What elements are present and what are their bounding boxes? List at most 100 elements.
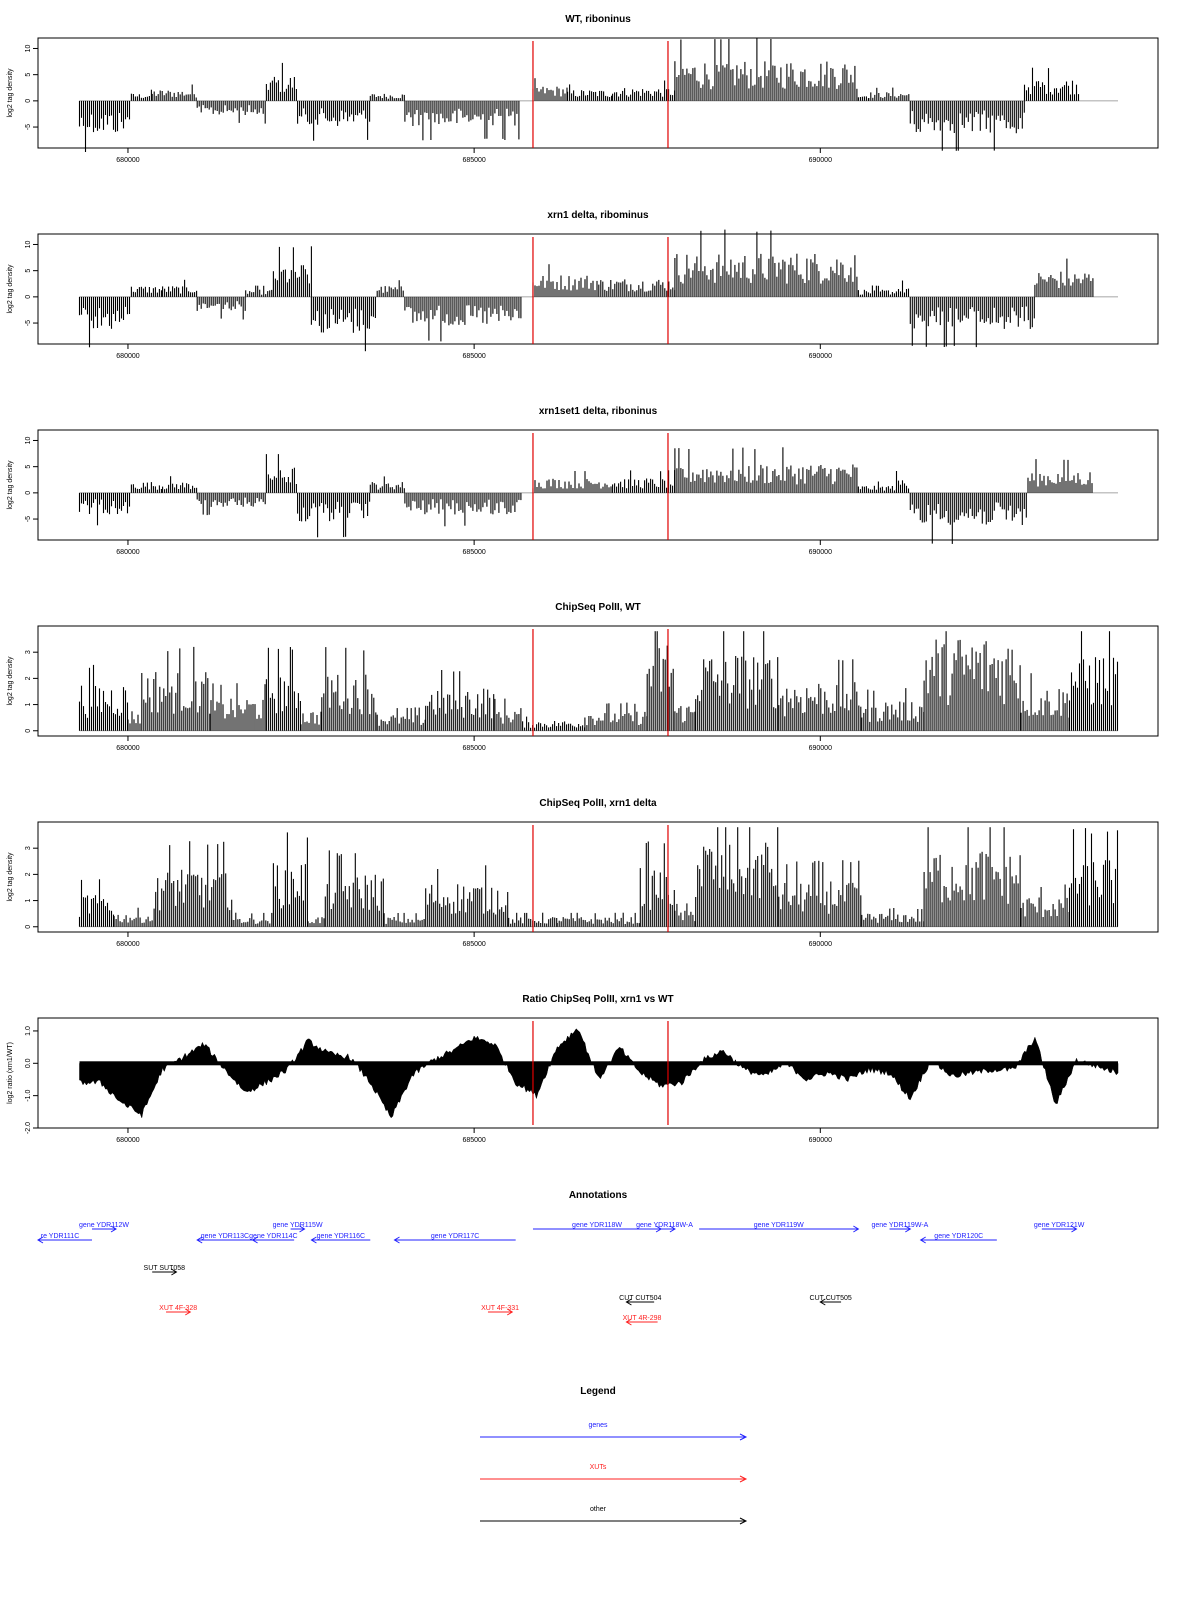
feature-label: gene YDR120C (934, 1233, 983, 1240)
reverse-arrow-head (625, 1318, 632, 1326)
legend-title: Legend (580, 1386, 616, 1397)
panel-title: ChipSeq PolII, WT (555, 602, 641, 613)
panel-ratio_chipseq: Ratio ChipSeq PolII, xrn1 vs WT -2.0 -1.0 0… (7, 994, 1159, 1144)
bar-segment (113, 907, 155, 927)
reverse-arrow-head (251, 1236, 258, 1244)
x-tick-label: 690000 (809, 941, 832, 948)
bar-segment (494, 698, 522, 731)
feature-label: gene YDR115W (273, 1222, 323, 1229)
panel-title: WT, riboninus (565, 14, 631, 25)
legend-entry-other: other (480, 1506, 748, 1525)
annotation-feature: SUT SUT058 (144, 1265, 186, 1276)
panel-wt_ribominus: WT, riboninus -5 0 5 10 log2 tag density 68000… (7, 14, 1159, 164)
bar-segment (245, 285, 273, 297)
panel-chipseq_wt: ChipSeq PolII, WT 0 1 2 3 log2 tag density 680… (7, 602, 1159, 752)
bar-segment (196, 296, 246, 320)
y-tick-label: 0 (25, 925, 32, 929)
feature-label: XUT 4R-298 (623, 1315, 662, 1322)
annotation-feature: XUT 4R-298 (623, 1315, 662, 1326)
legend-arrow-head (739, 1475, 748, 1483)
panel-title: Ratio ChipSeq PolII, xrn1 vs WT (522, 994, 673, 1005)
bar-segment (895, 280, 910, 297)
ratio-area (79, 1028, 1119, 1119)
x-tick-label: 690000 (809, 353, 832, 360)
x-tick-label: 680000 (116, 549, 139, 556)
forward-arrow-head (299, 1225, 306, 1233)
x-tick-label: 685000 (462, 353, 485, 360)
x-tick-label: 685000 (462, 549, 485, 556)
reverse-arrow-head (625, 1298, 632, 1306)
plot-frame (37, 429, 1159, 541)
bar-segment (78, 664, 129, 731)
bar-segment (598, 279, 676, 297)
bar-segment (376, 707, 426, 731)
feature-label: SUT SUT058 (144, 1265, 186, 1272)
reverse-arrow-head (310, 1236, 317, 1244)
annotations-panel: Annotations re YDR111C gene YDR112W gene YD… (37, 1190, 1085, 1326)
legend-entry-label: XUTs (590, 1464, 607, 1471)
bar-segment (1020, 884, 1070, 927)
panel-title: xrn1set1 delta, riboninus (539, 406, 658, 417)
bar-segment (857, 285, 897, 297)
y-axis-label: log2 tag density (7, 68, 14, 118)
plot-frame (37, 625, 1159, 737)
y-axis-label: log2 ratio (xrn1/WT) (7, 1042, 14, 1104)
bar-segment (532, 78, 568, 101)
bar-segment (639, 841, 675, 927)
bar-segment (612, 80, 676, 101)
panel-title: ChipSeq PolII, xrn1 delta (539, 798, 657, 809)
bar-segment (404, 100, 520, 141)
plot-frame (37, 821, 1159, 933)
bar-segment (857, 96, 869, 101)
bar-segment (646, 631, 674, 731)
y-tick-label: 3 (25, 650, 32, 654)
x-tick-label: 680000 (116, 941, 139, 948)
reverse-arrow-head (196, 1236, 203, 1244)
x-tick-label: 685000 (462, 1137, 485, 1144)
bar-segment (310, 296, 376, 352)
bar-segment (130, 482, 162, 493)
forward-arrow-head (110, 1225, 117, 1233)
forward-arrow-head (669, 1225, 676, 1233)
bar-segment (78, 879, 115, 927)
bar-segment (778, 659, 862, 731)
panel-chipseq_xrn1: ChipSeq PolII, xrn1 delta 0 1 2 3 log2 tag de… (7, 798, 1159, 948)
y-tick-label: 1 (25, 703, 32, 707)
feature-label: XUT 4F-328 (159, 1305, 197, 1312)
x-tick-label: 685000 (462, 745, 485, 752)
forward-arrow-head (905, 1225, 912, 1233)
y-axis-label: log2 tag density (7, 460, 14, 510)
y-axis-label: log2 tag density (7, 656, 14, 706)
feature-label: XUT 4F-331 (481, 1305, 519, 1312)
bar-segment (78, 296, 131, 348)
reverse-arrow-head (37, 1236, 44, 1244)
feature-label: CUT CUT504 (619, 1295, 661, 1302)
x-tick-label: 685000 (462, 941, 485, 948)
bar-segment (584, 702, 648, 731)
bar-segment (868, 87, 910, 101)
y-tick-label: 10 (25, 240, 32, 248)
legend-entry-gene: genes (480, 1422, 748, 1441)
annotation-feature: CUT CUT505 (810, 1295, 852, 1306)
annotation-feature: gene YDR120C (919, 1233, 997, 1244)
bar-segment (695, 631, 779, 731)
bar-segment (612, 470, 676, 493)
annotation-feature: gene YDR113C (196, 1233, 253, 1244)
bar-segment (141, 646, 211, 731)
y-tick-label: -5 (25, 516, 32, 522)
bar-segment (155, 841, 233, 927)
bar-segment (861, 908, 925, 927)
legend-entry-label: genes (588, 1422, 608, 1429)
bar-segment (857, 481, 897, 493)
x-tick-label: 690000 (809, 157, 832, 164)
bar-segment (130, 286, 162, 297)
bar-segment (1027, 459, 1093, 493)
y-tick-label: 10 (25, 436, 32, 444)
bar-segment (78, 492, 131, 526)
bar-segment (130, 89, 152, 101)
legend-entry-xut: XUTs (480, 1464, 748, 1483)
x-tick-label: 680000 (116, 1137, 139, 1144)
bar-segment (909, 492, 1027, 544)
bar-segment (567, 84, 613, 101)
